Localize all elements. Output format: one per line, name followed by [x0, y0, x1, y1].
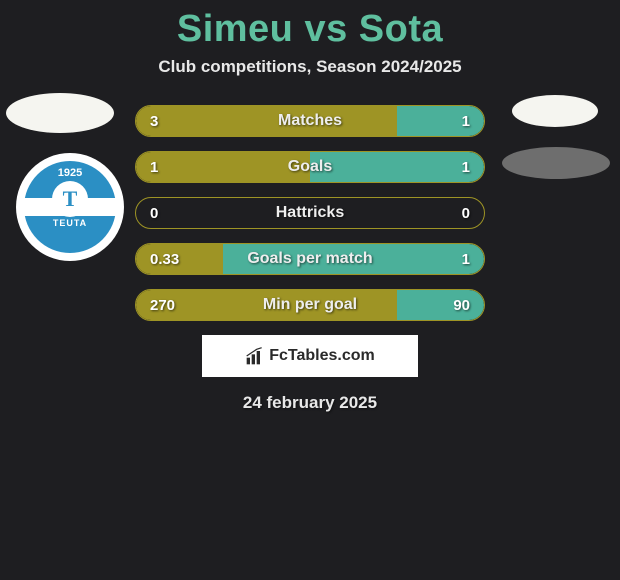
club-crest-icon: 1925 T TEUTA: [24, 161, 116, 253]
page-title: Simeu vs Sota: [0, 0, 620, 51]
stats-table: 31Matches 11Goals 00Hattricks 0.331Goals pe…: [135, 105, 485, 321]
stat-label: Min per goal: [136, 296, 484, 314]
club-letter: T: [52, 181, 88, 217]
stat-row: 31Matches: [135, 105, 485, 137]
club-year: 1925: [58, 167, 82, 179]
club-name: TEUTA: [53, 218, 87, 228]
stat-label: Goals per match: [136, 250, 484, 268]
stat-row: 27090Min per goal: [135, 289, 485, 321]
watermark: FcTables.com: [202, 335, 418, 377]
snapshot-date: 24 february 2025: [0, 393, 620, 413]
club-left-badge: 1925 T TEUTA: [16, 153, 124, 261]
stat-row: 00Hattricks: [135, 197, 485, 229]
player-left-placeholder-icon: [6, 93, 114, 133]
stat-label: Goals: [136, 158, 484, 176]
watermark-text: FcTables.com: [269, 347, 375, 365]
stat-label: Hattricks: [136, 204, 484, 222]
content-area: 1925 T TEUTA 31Matches 11Goals 00Hattricks…: [0, 105, 620, 413]
stat-row: 0.331Goals per match: [135, 243, 485, 275]
stat-row: 11Goals: [135, 151, 485, 183]
chart-bars-icon: [245, 346, 265, 366]
page-subtitle: Club competitions, Season 2024/2025: [0, 57, 620, 77]
player-right-placeholder-icon: [512, 95, 598, 127]
stat-label: Matches: [136, 112, 484, 130]
club-right-placeholder-icon: [502, 147, 610, 179]
